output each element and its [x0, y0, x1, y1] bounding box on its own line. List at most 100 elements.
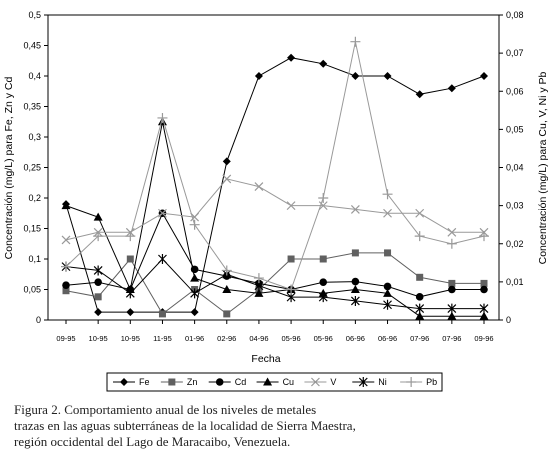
x-tick-label: 07-96	[442, 334, 461, 343]
y-left-tick-label: 0,3	[28, 132, 41, 142]
legend-marker-pb	[406, 377, 417, 387]
data-point-zn	[480, 279, 488, 287]
data-point-cu	[190, 273, 200, 282]
data-point-zn	[223, 310, 231, 318]
data-point-cu	[254, 288, 264, 297]
figure-caption: Figura 2. Comportamiento anual de los ni…	[14, 402, 534, 450]
x-tick-label: 01-96	[185, 334, 204, 343]
data-point-zn	[351, 249, 359, 257]
data-point-fe-shape	[447, 84, 456, 93]
legend: Fe Zn Cd Cu V Ni Pb	[106, 372, 443, 392]
data-point-pb-shape	[479, 231, 489, 242]
data-point-cu-shape	[415, 311, 425, 320]
data-point-pb	[189, 219, 200, 230]
y-left-tick-label: 0,35	[23, 102, 41, 112]
data-point-cd-shape	[480, 285, 488, 294]
data-point-ni	[318, 292, 328, 303]
data-point-cd-shape	[319, 278, 328, 286]
legend-label-cu: Cu	[283, 377, 295, 387]
data-point-cd	[383, 282, 392, 291]
data-point-ni	[93, 265, 103, 276]
data-point-zn	[319, 255, 327, 263]
data-point-v	[383, 208, 392, 218]
data-point-zn	[158, 310, 166, 318]
x-tick-label: 05-96	[314, 334, 333, 343]
data-point-cu-shape	[222, 285, 232, 293]
data-point-fe-shape	[287, 53, 296, 62]
data-point-pb-shape	[61, 261, 71, 272]
legend-label-zn: Zn	[187, 377, 198, 387]
data-point-pb	[350, 36, 361, 47]
data-point-ni	[158, 254, 167, 264]
data-point-fe	[254, 72, 263, 80]
data-point-zn-shape	[351, 249, 359, 257]
data-point-fe-shape	[94, 308, 103, 317]
data-point-ni	[383, 299, 392, 310]
data-point-zn-shape	[384, 249, 392, 257]
legend-label-ni: Ni	[378, 377, 387, 387]
data-point-ni-shape	[318, 292, 328, 303]
data-point-v	[318, 201, 328, 211]
y-left-tick-label: 0,15	[23, 224, 41, 234]
data-point-zn	[384, 249, 392, 257]
data-point-cd	[351, 277, 360, 286]
data-point-fe	[415, 90, 424, 99]
y-left-tick-label: 0,05	[23, 285, 41, 295]
legend-marker-fe-shape	[120, 378, 128, 386]
data-point-v	[286, 201, 296, 211]
y-right-tick-label: 0,01	[506, 277, 524, 287]
data-point-pb-shape	[318, 193, 329, 203]
data-point-cu-shape	[190, 273, 200, 282]
data-point-v-shape	[61, 235, 71, 245]
data-point-cu-shape	[447, 311, 457, 320]
data-point-fe	[222, 157, 231, 166]
data-point-fe	[287, 53, 296, 62]
data-point-cu	[61, 201, 71, 210]
data-point-cu-shape	[383, 288, 393, 297]
data-point-zn-shape	[416, 273, 424, 281]
data-point-pb-shape	[382, 189, 393, 200]
x-tick-label: 06-96	[346, 334, 365, 343]
data-point-v	[415, 208, 425, 218]
data-point-ni	[350, 295, 360, 306]
data-point-v	[61, 235, 71, 245]
legend-label-fe: Fe	[139, 377, 150, 387]
x-tick-label: 10-95	[89, 334, 108, 343]
data-point-zn-shape	[94, 293, 102, 301]
data-point-v	[254, 182, 264, 191]
data-point-pb	[382, 189, 393, 200]
y-axis-left-title: Concentración (mg/L) para Fe, Zn y Cd	[3, 77, 15, 260]
y-right-tick-label: 0,07	[506, 48, 524, 58]
data-point-ni-shape	[447, 303, 457, 314]
data-point-pb	[446, 238, 457, 249]
data-point-fe-shape	[415, 90, 424, 99]
y-left-tick-label: 0,2	[28, 193, 41, 203]
data-point-fe	[126, 308, 135, 317]
data-point-cu	[479, 311, 489, 320]
data-point-v	[158, 208, 167, 218]
series-line-cd	[65, 212, 484, 298]
legend-marker-cu-shape	[263, 377, 273, 386]
series-line-pb	[65, 41, 485, 291]
data-point-pb	[221, 265, 232, 276]
x-tick-label: 11-95	[153, 334, 172, 343]
y-left-tick-label: 0,25	[23, 163, 41, 173]
data-point-v	[222, 174, 232, 184]
data-point-fe	[480, 72, 488, 80]
x-tick-label: 06-96	[378, 334, 397, 343]
caption-line-1: Figura 2. Comportamiento anual de los ni…	[14, 402, 317, 417]
plot-frame	[47, 14, 500, 321]
y-right-tick-label: 0,06	[506, 86, 524, 96]
data-point-cd-shape	[415, 293, 424, 301]
y-left-tick-label: 0	[36, 315, 41, 325]
legend-label-cd: Cd	[235, 377, 247, 387]
data-point-zn	[62, 287, 70, 295]
data-point-zn-shape	[223, 310, 231, 318]
data-point-pb-shape	[157, 112, 168, 123]
data-point-zn-shape	[62, 287, 70, 295]
x-tick-label: 07-96	[410, 334, 429, 343]
data-point-pb-shape	[414, 231, 425, 242]
data-point-fe-shape	[480, 72, 488, 80]
x-tick-label: 04-96	[249, 334, 268, 343]
y-right-tick-label: 0,05	[506, 124, 524, 134]
